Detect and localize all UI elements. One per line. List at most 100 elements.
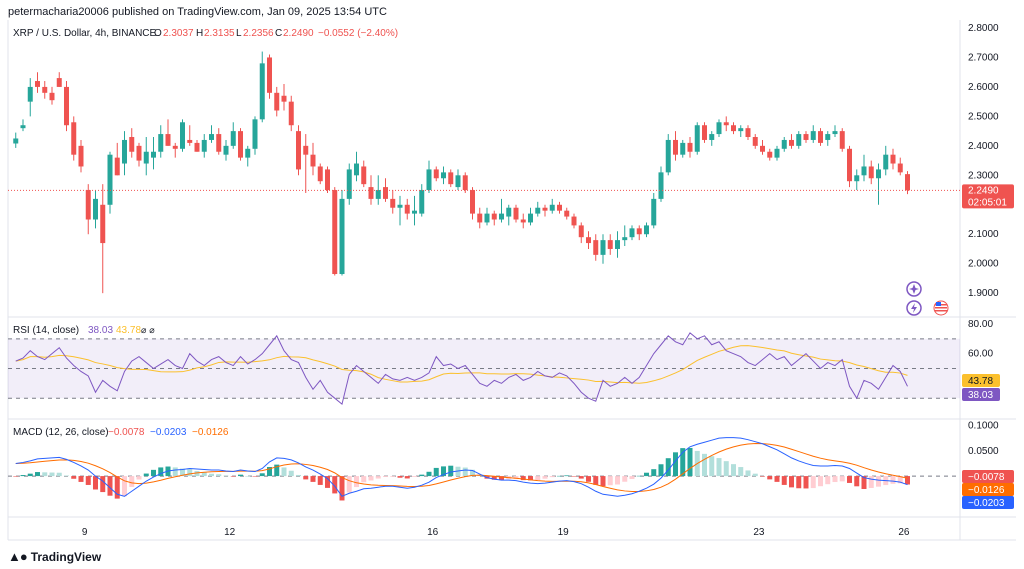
macd-histogram-bar: [760, 476, 765, 477]
macd-hist-legend-value: −0.0078: [108, 427, 145, 438]
candle-body: [194, 142, 200, 152]
candle-body: [129, 137, 135, 152]
macd-histogram-bar: [194, 470, 200, 477]
macd-histogram-bar: [13, 476, 19, 477]
macd-histogram-bar: [27, 473, 33, 477]
macd-histogram-bar: [397, 476, 403, 478]
time-tick-label: 26: [898, 527, 910, 538]
last-price-badge: 2.2490 02:05:01: [962, 184, 1014, 209]
time-tick-label: 16: [427, 527, 439, 538]
macd-histogram-bar: [861, 476, 867, 489]
candle-body: [760, 145, 765, 152]
macd-histogram-bar: [441, 466, 446, 477]
candle-body: [615, 240, 620, 249]
candle-body: [622, 237, 628, 241]
macd-histogram-bar: [868, 476, 874, 488]
macd-histogram-bar: [752, 473, 758, 477]
macd-histogram-bar: [42, 472, 48, 477]
candle-body: [709, 134, 715, 140]
candle-body: [259, 63, 265, 120]
candle-body: [433, 169, 439, 179]
macd-histogram-bar: [390, 476, 396, 477]
macd-histogram-bar: [404, 476, 410, 479]
macd-histogram-bar: [354, 476, 359, 488]
macd-histogram-bar: [143, 473, 149, 477]
macd-histogram-bar: [723, 461, 729, 477]
svg-text:−0.0203: −0.0203: [968, 498, 1005, 509]
macd-histogram-bar: [245, 475, 251, 477]
candle-body: [165, 134, 171, 146]
candle-body: [172, 145, 178, 149]
us-flag-stripe-3: [935, 310, 947, 312]
macd-histogram-bar: [789, 476, 794, 488]
candle-body: [905, 174, 910, 191]
macd-histogram-bar: [332, 476, 338, 494]
tradingview-logo[interactable]: ▲● TradingView: [8, 549, 101, 564]
macd-histogram-bar: [20, 475, 26, 477]
macd-histogram-bar: [209, 473, 214, 477]
candle-body: [665, 139, 671, 173]
rsi-legend-value: 38.03: [88, 325, 113, 336]
candle-body: [861, 166, 867, 176]
candle-body: [694, 125, 700, 152]
candle-body: [499, 213, 504, 220]
macd-histogram-bar: [317, 476, 323, 485]
macd-signal-legend-value: −0.0126: [192, 427, 229, 438]
macd-histogram-bar: [738, 467, 744, 477]
candle-body: [85, 190, 91, 220]
macd-badges: −0.0078 −0.0126 −0.0203: [962, 470, 1014, 509]
rsi-ma-legend-value: 43.78: [116, 325, 141, 336]
svg-text:02:05:01: 02:05:01: [968, 197, 1007, 208]
time-tick-label: 12: [224, 527, 236, 538]
macd-histogram-bar: [201, 472, 207, 477]
alert-icons[interactable]: [906, 281, 949, 316]
candle-body: [375, 190, 381, 199]
candle-body: [100, 204, 106, 244]
macd-histogram-bar: [658, 464, 664, 477]
price-pane[interactable]: [8, 20, 960, 317]
candle-body: [796, 134, 802, 146]
candle-body: [832, 131, 838, 135]
macd-histogram-bar: [288, 470, 294, 477]
macd-histogram-bar: [557, 475, 562, 477]
candle-body: [644, 225, 649, 235]
macd-histogram-bar: [520, 476, 526, 481]
price-tick-label: 2.3000: [968, 170, 999, 181]
candle-body: [216, 134, 222, 152]
candle-body: [209, 134, 214, 140]
candle-body: [180, 122, 185, 149]
macd-histogram-bar: [78, 476, 84, 482]
candle-body: [578, 225, 584, 238]
candle-body: [187, 139, 193, 143]
macd-histogram-bar: [767, 476, 773, 480]
macd-histogram-bar: [499, 476, 504, 481]
candle-body: [310, 154, 316, 167]
candle-body: [78, 145, 84, 167]
open-value: 2.3037: [163, 28, 194, 39]
candle-body: [752, 137, 758, 146]
candle-body: [317, 166, 323, 182]
macd-histogram-bar: [230, 476, 236, 477]
candle-body: [839, 131, 845, 149]
macd-histogram-bar: [303, 476, 309, 480]
price-tick-label: 2.8000: [968, 23, 999, 34]
macd-line: [15, 437, 908, 497]
candle-body: [252, 119, 258, 149]
candle-body: [890, 154, 896, 164]
macd-histogram-bar: [491, 476, 497, 480]
candle-body: [419, 190, 425, 214]
price-tick-label: 2.6000: [968, 82, 999, 93]
candle-body: [810, 131, 816, 140]
macd-histogram-bar: [281, 467, 287, 477]
macd-histogram-bar: [513, 476, 519, 480]
macd-signal-line: [15, 443, 908, 493]
candle-body: [774, 148, 780, 158]
close-value: 2.2490: [283, 28, 314, 39]
candle-body: [114, 157, 120, 176]
macd-histogram-bar: [528, 476, 533, 481]
macd-histogram-bar: [252, 476, 258, 477]
macd-histogram-bar: [107, 476, 113, 496]
candle-body: [245, 148, 251, 158]
candle-body: [571, 216, 577, 226]
